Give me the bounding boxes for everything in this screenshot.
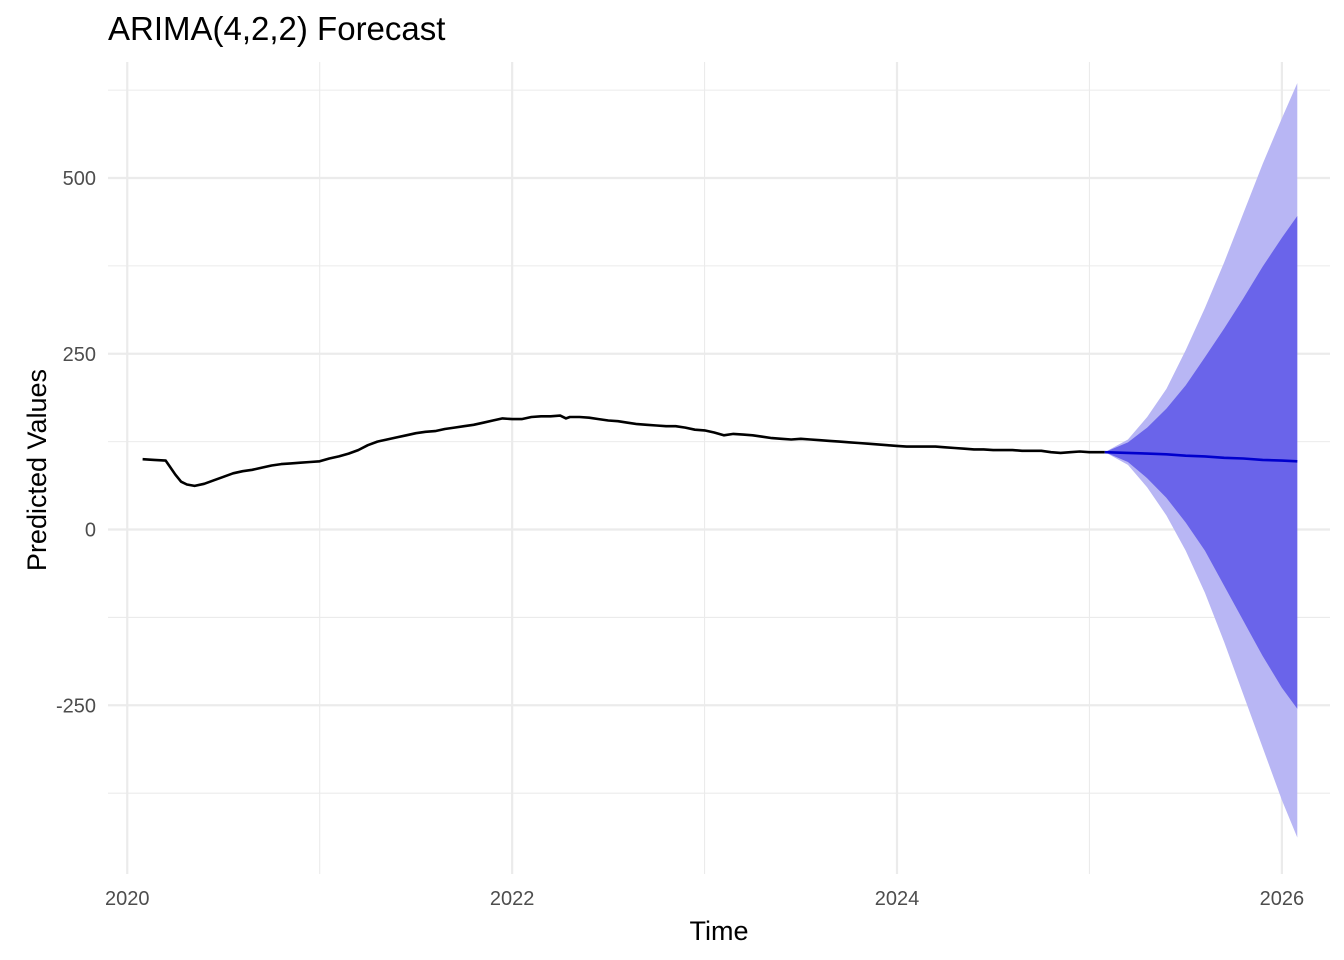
y-axis-title: Predicted Values — [22, 369, 52, 571]
x-tick-label: 2020 — [105, 888, 150, 910]
history-layer — [142, 414, 1105, 488]
x-tick-label: 2024 — [875, 888, 920, 910]
x-tick-label: 2026 — [1260, 888, 1305, 910]
y-tick-labels: -250 0 250 500 — [56, 168, 96, 717]
y-tick-label: 250 — [63, 344, 96, 366]
y-tick-label: -250 — [56, 695, 96, 717]
x-axis-title: Time — [690, 916, 749, 946]
forecast-layer — [1104, 450, 1298, 463]
y-tick-label: 500 — [63, 168, 96, 190]
forecast-mean-line — [1104, 450, 1298, 463]
band-80-layer — [1104, 215, 1298, 709]
chart-title: ARIMA(4,2,2) Forecast — [108, 10, 445, 47]
x-tick-label: 2022 — [490, 888, 535, 910]
history-series-line — [142, 414, 1105, 488]
y-tick-label: 0 — [85, 520, 96, 542]
band-80-interval — [1104, 215, 1298, 709]
x-tick-labels: 2020 2022 2024 2026 — [105, 888, 1304, 910]
